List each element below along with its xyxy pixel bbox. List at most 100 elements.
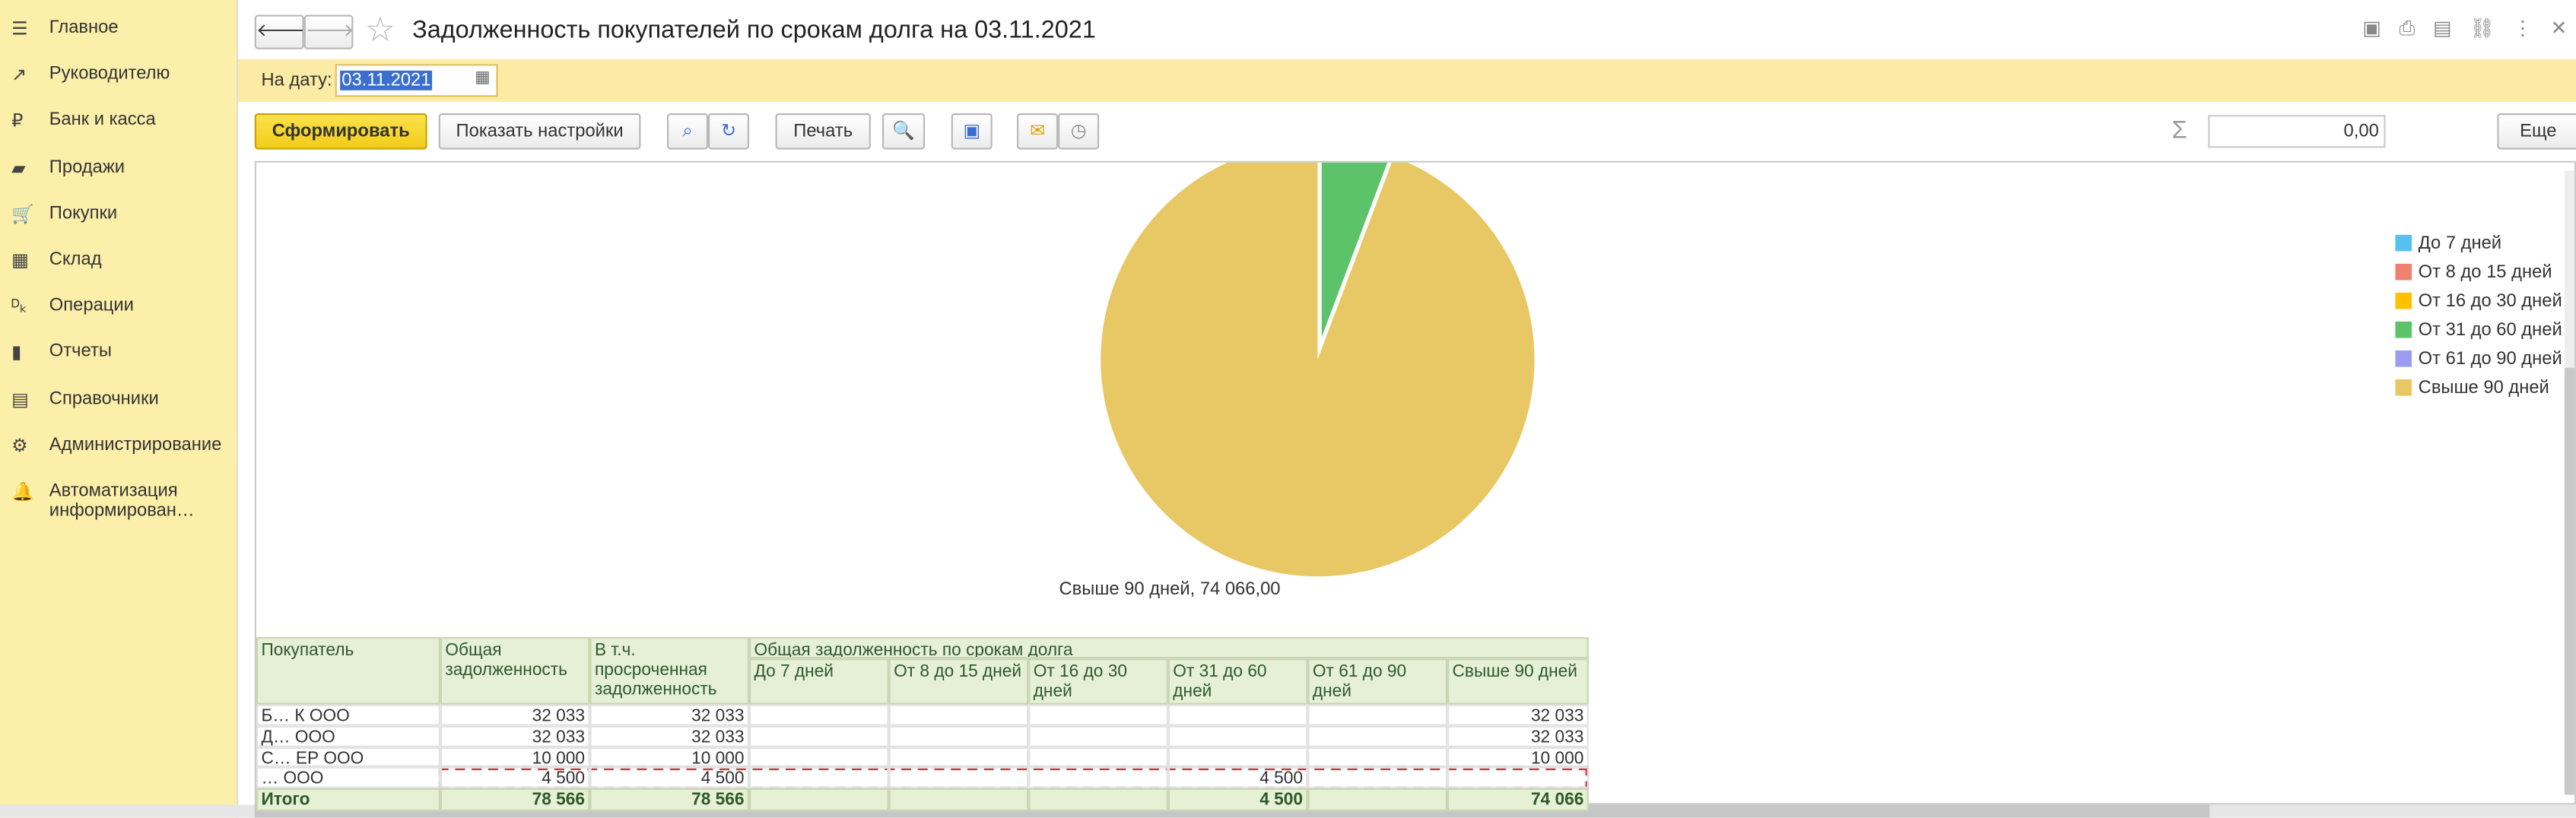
sidebar-item[interactable]: Руководителю xyxy=(49,64,170,84)
table-cell xyxy=(1028,725,1168,747)
legend-label: От 16 до 30 дней xyxy=(2419,290,2562,311)
table-cell: Б… К ООО xyxy=(256,704,440,726)
table-cell xyxy=(888,746,1029,768)
table-cell xyxy=(888,788,1029,812)
table-cell: 74 066 xyxy=(1447,788,1589,812)
sidebar-icon: ▤ xyxy=(11,390,29,411)
search-button[interactable]: ⌕ xyxy=(667,113,709,150)
legend-swatch xyxy=(2395,292,2412,309)
legend-swatch xyxy=(2395,321,2412,338)
table-cell xyxy=(749,767,889,789)
table-cell: 4 500 xyxy=(589,767,750,789)
table-cell xyxy=(1447,767,1589,789)
table-cell: С… ЕР ООО xyxy=(256,746,440,768)
table-cell: 32 033 xyxy=(440,704,590,726)
table-cell: 4 500 xyxy=(1167,767,1308,789)
legend-swatch xyxy=(2395,234,2412,252)
table-cell xyxy=(1028,704,1168,726)
legend-label: От 31 до 60 дней xyxy=(2419,319,2562,340)
sidebar-icon: ☰ xyxy=(11,19,28,40)
sum-field: 0,00 xyxy=(2208,115,2386,148)
filter-bar xyxy=(238,59,2576,102)
table-cell: 10 000 xyxy=(440,746,590,768)
table-cell: 4 500 xyxy=(440,767,590,789)
table-cell: 32 033 xyxy=(1447,725,1589,747)
schedule-button[interactable]: ◷ xyxy=(1058,113,1100,150)
sidebar-icon: ᴰₖ xyxy=(11,297,27,318)
sidebar-icon: ▰ xyxy=(11,158,26,179)
table-cell xyxy=(1167,725,1308,747)
legend-label: От 61 до 90 дней xyxy=(2419,348,2562,369)
sidebar xyxy=(0,0,239,818)
table-cell: 10 000 xyxy=(1447,746,1589,768)
table-cell xyxy=(888,725,1029,747)
table-cell: 10 000 xyxy=(589,746,750,768)
back-button[interactable]: 🡐 xyxy=(254,14,305,49)
table-cell: До 7 дней xyxy=(749,658,889,705)
table-cell xyxy=(1167,746,1308,768)
table-cell: Общая задолженность xyxy=(440,637,590,705)
table-cell: От 16 до 30 дней xyxy=(1028,658,1168,705)
sidebar-item[interactable]: Автоматизация информирован… xyxy=(49,480,195,521)
pie-slice xyxy=(1101,162,1535,577)
sidebar-icon: ▮ xyxy=(11,344,22,364)
table-cell xyxy=(888,704,1029,726)
favorite-star[interactable]: ☆ xyxy=(364,11,396,49)
table-cell xyxy=(749,746,889,768)
sidebar-item[interactable]: Склад xyxy=(49,249,102,270)
table-cell xyxy=(1307,725,1448,747)
table-cell: От 8 до 15 дней xyxy=(888,658,1029,705)
table-cell: 78 566 xyxy=(440,788,590,812)
date-value[interactable]: 03.11.2021 xyxy=(340,70,433,90)
save-button[interactable]: ▣ xyxy=(951,113,993,150)
date-label: На дату: xyxy=(261,70,332,90)
table-cell: Д… ООО xyxy=(256,725,440,747)
sidebar-icon: 🛒 xyxy=(11,204,34,225)
table-cell: От 61 до 90 дней xyxy=(1307,658,1448,705)
table-cell xyxy=(1028,767,1168,789)
legend-swatch xyxy=(2395,379,2412,396)
table-cell: … ООО xyxy=(256,767,440,789)
table-cell: Общая задолженность по срокам долга xyxy=(749,637,1589,659)
title: Задолженность покупателей по срокам долг… xyxy=(412,16,1096,45)
sidebar-item[interactable]: Отчеты xyxy=(49,342,112,363)
calendar-button[interactable]: ▦ xyxy=(475,68,491,87)
table-cell: 32 033 xyxy=(440,725,590,747)
table-cell xyxy=(1167,704,1308,726)
legend-swatch xyxy=(2395,350,2412,367)
sidebar-item[interactable]: Операции xyxy=(49,296,134,316)
table-cell: 32 033 xyxy=(589,725,750,747)
sidebar-item[interactable]: Продажи xyxy=(49,157,125,177)
table-cell: 32 033 xyxy=(589,704,750,726)
sidebar-icon: ▦ xyxy=(11,251,29,271)
sidebar-item[interactable]: Администрирование xyxy=(49,434,222,455)
table-cell xyxy=(749,788,889,812)
legend-label: До 7 дней xyxy=(2419,233,2501,253)
table-cell xyxy=(1028,746,1168,768)
sidebar-item[interactable]: Справочники xyxy=(49,388,159,408)
search-next-button[interactable]: ↻ xyxy=(708,113,750,150)
more-button[interactable]: Еще xyxy=(2497,113,2576,150)
table-cell xyxy=(1307,746,1448,768)
table-cell: Свыше 90 дней xyxy=(1447,658,1589,705)
pie-slice xyxy=(1321,162,1388,338)
window-icons[interactable]: ▣⎙▤⛓⋮✕ xyxy=(2362,16,2576,40)
forward-button[interactable]: 🡒 xyxy=(303,14,354,49)
generate-button[interactable]: Сформировать xyxy=(254,113,427,150)
table-cell: 78 566 xyxy=(589,788,750,812)
sidebar-item[interactable]: Главное xyxy=(49,17,119,38)
v-scrollbar[interactable] xyxy=(2564,170,2574,795)
table-cell: От 31 до 60 дней xyxy=(1167,658,1308,705)
table-cell xyxy=(1307,788,1448,812)
preview-button[interactable]: 🔍 xyxy=(881,113,926,150)
legend-label: Свыше 90 дней xyxy=(2419,377,2549,398)
sidebar-icon: ↗ xyxy=(11,65,27,86)
table-cell: 32 033 xyxy=(1447,704,1589,726)
table-cell xyxy=(1307,704,1448,726)
mail-button[interactable]: ✉ xyxy=(1017,113,1059,150)
print-button[interactable]: Печать xyxy=(775,113,871,150)
sidebar-item[interactable]: Банк и касса xyxy=(49,110,156,131)
settings-button[interactable]: Показать настройки xyxy=(438,113,641,150)
sidebar-item[interactable]: Покупки xyxy=(49,203,118,224)
